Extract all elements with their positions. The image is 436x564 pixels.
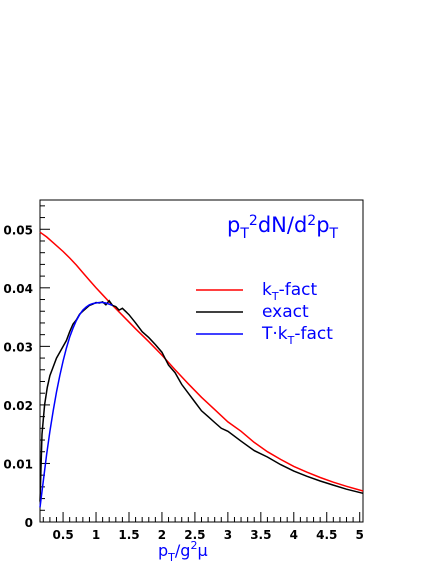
chart-title: pT2dN/d2pT (227, 213, 339, 242)
x-tick-label: 4 (290, 528, 298, 542)
x-tick-label: 2 (158, 528, 166, 542)
y-tick-label: 0.03 (3, 340, 33, 354)
x-tick-label: 3.5 (250, 528, 271, 542)
series-lines (39, 231, 364, 508)
x-tick-label: 1.5 (118, 528, 139, 542)
legend-label-t-kt-fact: T·kT-fact (261, 324, 333, 347)
axis-ticks: 0.5 1 1.5 2 2.5 3 3.5 4 4.5 5 0 0.01 0.02 0.03 0.04 0.0… (3, 205, 364, 542)
legend: kT-fact exact T·kT-fact (196, 280, 333, 347)
legend-label-exact: exact (262, 302, 309, 322)
x-axis-label: pT/g2μ (158, 539, 208, 564)
series-line-kt-fact (39, 231, 364, 492)
y-tick-label: 0.05 (3, 223, 33, 237)
x-tick-label: 2.5 (184, 528, 205, 542)
y-tick-label: 0.02 (3, 399, 33, 413)
series-line-t-kt-fact (39, 301, 113, 508)
plot-frame (39, 199, 364, 523)
y-tick-label: 0 (25, 516, 33, 530)
x-tick-label: 1 (92, 528, 100, 542)
x-tick-label: 3 (224, 528, 232, 542)
y-tick-label: 0.01 (3, 457, 33, 471)
x-tick-label: 5 (356, 528, 364, 542)
series-line-exact (39, 299, 364, 502)
y-tick-label: 0.04 (3, 282, 33, 296)
x-tick-label: 4.5 (316, 528, 337, 542)
x-tick-label: 0.5 (52, 528, 73, 542)
legend-label-kt-fact: kT-fact (262, 280, 317, 303)
